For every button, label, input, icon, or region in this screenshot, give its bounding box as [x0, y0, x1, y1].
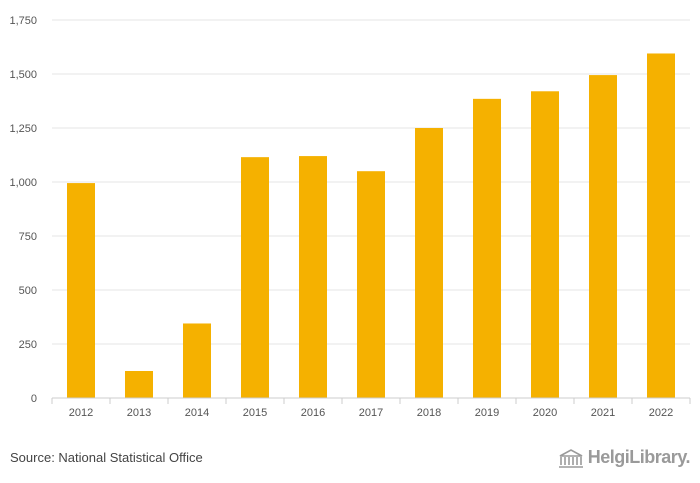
bar-2021 [589, 75, 617, 398]
x-tick-label: 2015 [243, 407, 267, 419]
x-tick-label: 2014 [185, 407, 209, 419]
y-tick-label: 1,500 [9, 69, 37, 81]
x-axis-tick-marks [51, 398, 691, 404]
y-tick-label: 250 [19, 339, 37, 351]
x-tick-label: 2020 [533, 407, 557, 419]
bar-2017 [357, 171, 385, 398]
bar-2014 [183, 323, 211, 398]
source-note: Source: National Statistical Office [10, 450, 203, 465]
bar-2012 [67, 183, 95, 398]
y-tick-label: 1,750 [9, 15, 37, 27]
library-building-icon [558, 448, 583, 468]
y-tick-label: 500 [19, 285, 37, 297]
bar-2015 [241, 157, 269, 398]
x-tick-label: 2022 [649, 407, 673, 419]
bars [67, 53, 675, 398]
y-tick-label: 1,250 [9, 123, 37, 135]
x-tick-label: 2017 [359, 407, 383, 419]
logo-text: HelgiLibrary. [587, 447, 691, 467]
bar-2019 [473, 98, 501, 398]
x-tick-label: 2013 [127, 407, 151, 419]
bar-2022 [647, 53, 675, 398]
y-tick-label: 0 [31, 393, 37, 405]
helgilibrary-logo: HelgiLibrary. [558, 447, 691, 468]
y-tick-label: 1,000 [9, 177, 37, 189]
bar-2020 [531, 91, 559, 398]
x-tick-label: 2016 [301, 407, 325, 419]
y-tick-label: 750 [19, 231, 37, 243]
bar-2018 [415, 128, 443, 398]
bar-2013 [125, 371, 153, 398]
x-axis-tick-labels: 2012 2013 2014 2015 2016 2017 2018 2019 2020 2021… [69, 407, 673, 419]
x-tick-label: 2021 [591, 407, 615, 419]
x-tick-label: 2019 [475, 407, 499, 419]
x-tick-label: 2018 [417, 407, 441, 419]
x-tick-label: 2012 [69, 407, 93, 419]
y-axis-tick-labels: 0 250 500 750 1,000 1,250 1,500 1,750 [9, 15, 37, 405]
bar-2016 [299, 156, 327, 398]
